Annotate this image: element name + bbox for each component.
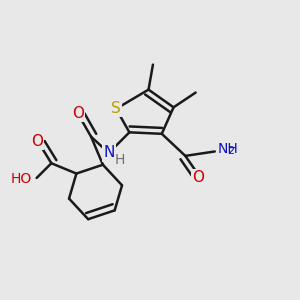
Text: S: S — [111, 101, 121, 116]
Text: O: O — [31, 134, 43, 149]
Text: H: H — [115, 153, 125, 167]
Text: O: O — [72, 106, 84, 121]
Text: NH: NH — [217, 142, 238, 155]
Text: N: N — [103, 146, 115, 160]
Text: HO: HO — [11, 172, 32, 186]
Text: 2: 2 — [227, 146, 235, 156]
Text: O: O — [193, 170, 205, 185]
